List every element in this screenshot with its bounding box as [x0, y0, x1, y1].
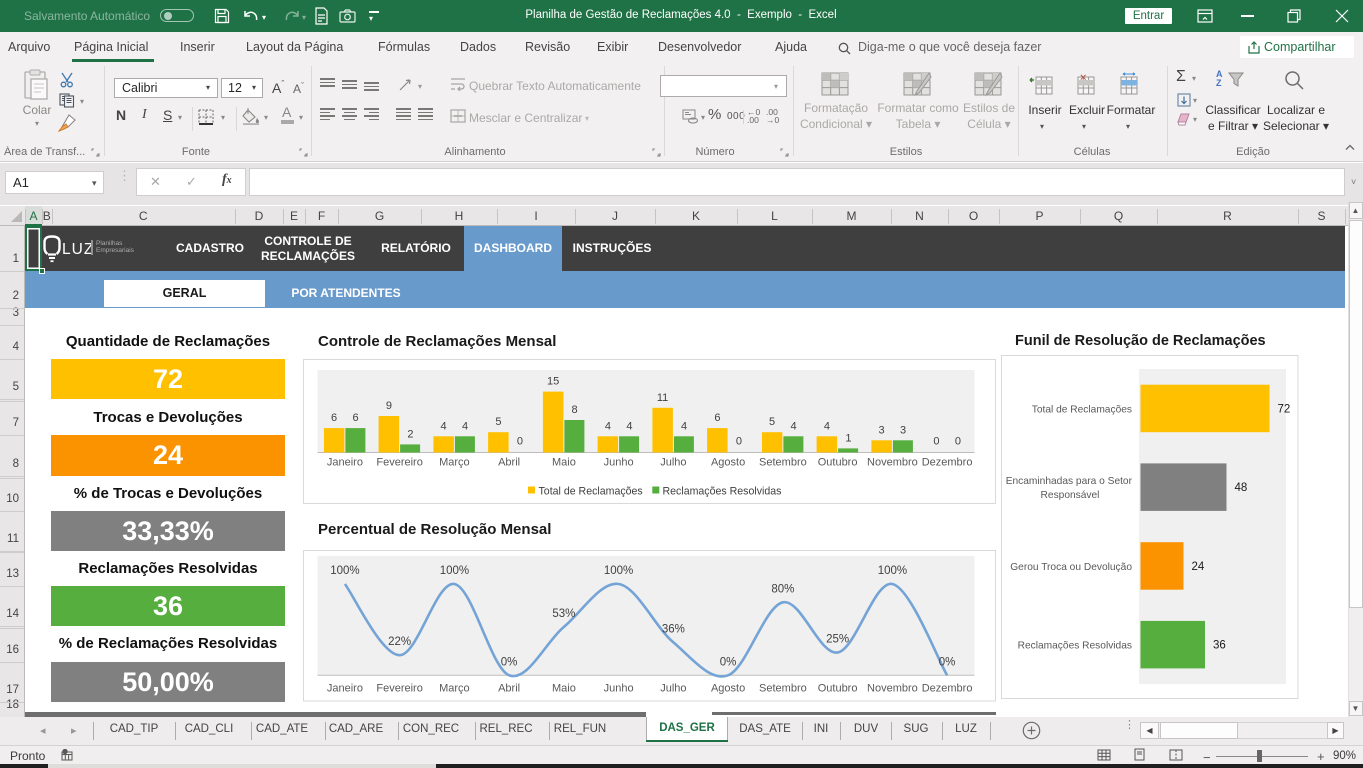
svg-text:5: 5: [495, 416, 501, 428]
svg-text:Reclamações Resolvidas: Reclamações Resolvidas: [662, 486, 781, 498]
svg-text:Outubro: Outubro: [817, 683, 857, 695]
svg-text:36: 36: [1213, 640, 1226, 652]
svg-text:Abril: Abril: [498, 683, 520, 695]
svg-text:2: 2: [407, 428, 413, 440]
svg-text:6: 6: [331, 412, 337, 424]
svg-text:Outubro: Outubro: [817, 457, 857, 469]
svg-text:5: 5: [769, 416, 775, 428]
svg-text:Responsável: Responsável: [1041, 490, 1100, 501]
svg-text:Setembro: Setembro: [759, 683, 807, 695]
svg-text:36%: 36%: [661, 623, 684, 635]
svg-text:100%: 100%: [603, 565, 632, 577]
svg-text:Agosto: Agosto: [710, 457, 744, 469]
svg-text:Fevereiro: Fevereiro: [376, 457, 422, 469]
svg-text:0: 0: [933, 436, 939, 448]
svg-text:72: 72: [1278, 403, 1291, 415]
svg-text:9: 9: [385, 400, 391, 412]
svg-text:Março: Março: [439, 683, 470, 695]
svg-text:Julho: Julho: [660, 457, 686, 469]
svg-text:0: 0: [516, 436, 522, 448]
svg-text:Dezembro: Dezembro: [921, 683, 972, 695]
svg-text:25%: 25%: [826, 634, 849, 646]
svg-text:3: 3: [900, 424, 906, 436]
svg-text:Maio: Maio: [551, 683, 575, 695]
svg-text:4: 4: [440, 420, 446, 432]
svg-text:Novembro: Novembro: [867, 457, 918, 469]
svg-text:Março: Março: [439, 457, 470, 469]
svg-text:Julho: Julho: [660, 683, 686, 695]
svg-text:15: 15: [546, 376, 558, 388]
svg-text:0%: 0%: [719, 656, 736, 668]
svg-text:6: 6: [352, 412, 358, 424]
svg-text:0%: 0%: [500, 656, 517, 668]
svg-text:Dezembro: Dezembro: [921, 457, 972, 469]
svg-text:8: 8: [571, 404, 577, 416]
svg-text:Novembro: Novembro: [867, 683, 918, 695]
svg-text:53%: 53%: [552, 608, 575, 620]
svg-text:Gerou Troca ou Devolução: Gerou Troca ou Devolução: [1010, 562, 1132, 573]
svg-text:Janeiro: Janeiro: [326, 457, 362, 469]
svg-text:11: 11: [656, 392, 667, 404]
svg-text:4: 4: [681, 420, 687, 432]
svg-text:0: 0: [954, 436, 960, 448]
svg-text:Reclamações Resolvidas: Reclamações Resolvidas: [1018, 641, 1132, 652]
svg-text:Fevereiro: Fevereiro: [376, 683, 422, 695]
svg-text:100%: 100%: [877, 565, 906, 577]
svg-text:Encaminhadas para o Setor: Encaminhadas para o Setor: [1006, 476, 1133, 487]
svg-text:0%: 0%: [938, 656, 955, 668]
svg-text:0: 0: [735, 436, 741, 448]
svg-text:6: 6: [714, 412, 720, 424]
svg-text:Janeiro: Janeiro: [326, 683, 362, 695]
svg-text:4: 4: [604, 420, 610, 432]
svg-text:Total de Reclamações: Total de Reclamações: [538, 486, 642, 498]
svg-text:3: 3: [878, 424, 884, 436]
svg-text:24: 24: [1192, 561, 1205, 573]
svg-text:1: 1: [845, 432, 851, 444]
svg-text:Agosto: Agosto: [710, 683, 744, 695]
svg-text:Setembro: Setembro: [759, 457, 807, 469]
svg-text:Abril: Abril: [498, 457, 520, 469]
svg-text:48: 48: [1235, 482, 1248, 494]
svg-text:4: 4: [823, 420, 829, 432]
svg-text:4: 4: [626, 420, 632, 432]
svg-text:Junho: Junho: [603, 457, 633, 469]
svg-text:4: 4: [462, 420, 468, 432]
svg-text:80%: 80%: [771, 583, 794, 595]
svg-text:Maio: Maio: [551, 457, 575, 469]
svg-text:22%: 22%: [388, 636, 411, 648]
svg-text:Junho: Junho: [603, 683, 633, 695]
svg-text:4: 4: [790, 420, 796, 432]
svg-text:100%: 100%: [439, 565, 468, 577]
svg-text:100%: 100%: [330, 565, 359, 577]
svg-text:Total de Reclamações: Total de Reclamações: [1032, 404, 1132, 415]
